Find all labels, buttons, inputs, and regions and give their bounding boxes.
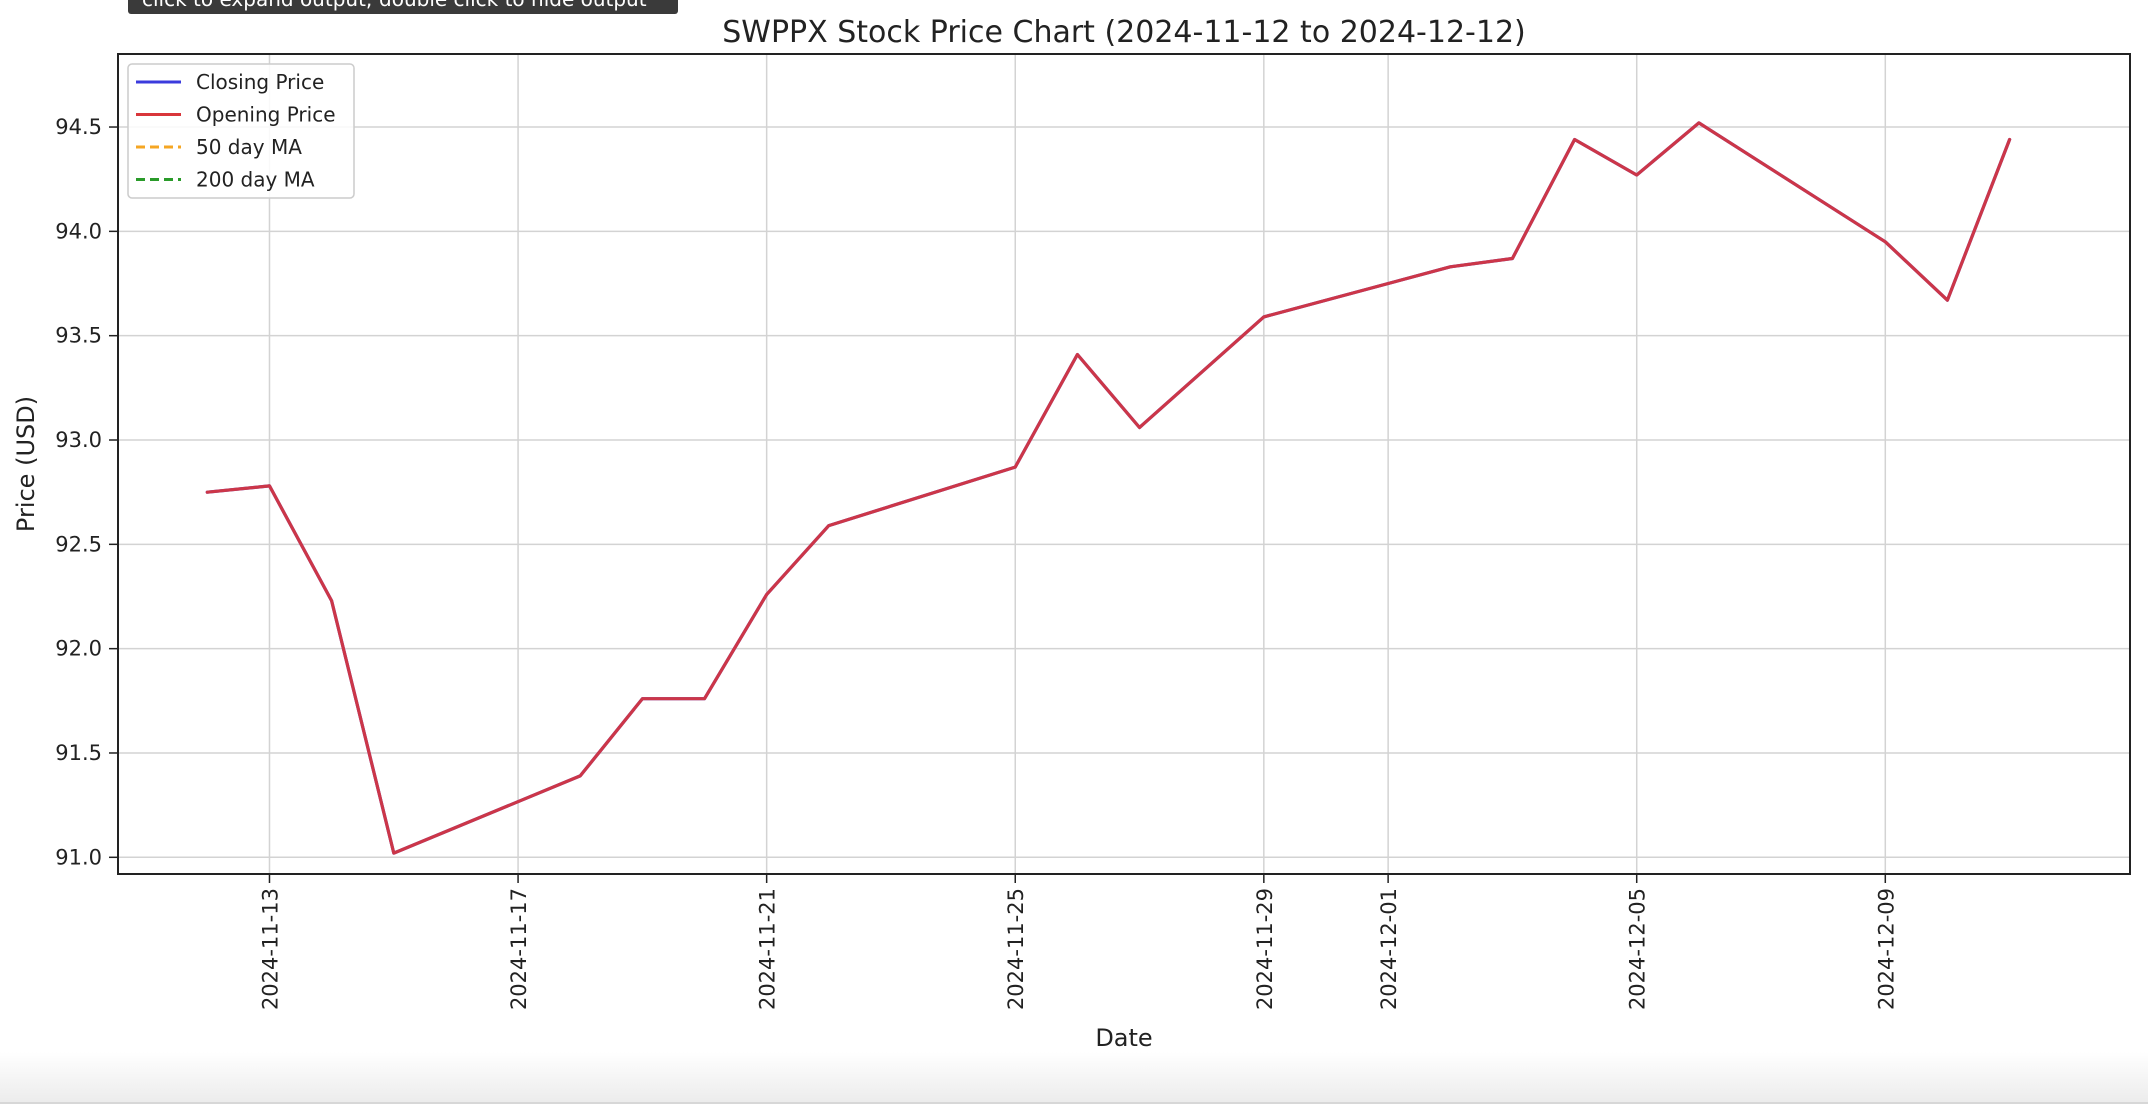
y-tick-label: 91.5 <box>55 741 102 765</box>
grid-lines <box>118 54 2130 874</box>
x-tick-label: 2024-11-29 <box>1253 888 1277 1010</box>
x-tick-label: 2024-12-09 <box>1874 888 1898 1010</box>
output-footer-band <box>0 1052 2148 1104</box>
y-tick-label: 93.5 <box>55 324 102 348</box>
x-tick-label: 2024-12-01 <box>1377 888 1401 1010</box>
x-tick-label: 2024-11-25 <box>1004 888 1028 1010</box>
x-axis-ticks: 2024-11-13 2024-11-17 2024-11-21 2024-11-25… <box>258 874 1898 1010</box>
output-tooltip: click to expand output; double click to … <box>128 0 678 14</box>
legend-label: Closing Price <box>196 70 324 94</box>
legend-label: 200 day MA <box>196 168 315 192</box>
series-line-closing-price <box>205 121 2012 855</box>
x-axis-label: Date <box>1095 1024 1152 1052</box>
x-tick-label: 2024-12-05 <box>1626 888 1650 1010</box>
x-tick-label: 2024-11-17 <box>507 888 531 1010</box>
y-axis-label: Price (USD) <box>12 396 40 532</box>
series-line-opening-price <box>205 121 2012 855</box>
legend: Closing Price Opening Price 50 day MA 200 d… <box>127 63 355 199</box>
y-tick-label: 92.0 <box>55 637 102 661</box>
y-tick-label: 93.0 <box>55 428 102 452</box>
x-tick-label: 2024-11-21 <box>756 888 780 1010</box>
series-layer <box>205 121 2012 855</box>
y-tick-label: 94.5 <box>55 115 102 139</box>
legend-label: 50 day MA <box>196 135 302 159</box>
y-tick-label: 92.5 <box>55 532 102 556</box>
y-axis-ticks: 91.0 91.5 92.0 92.5 93.0 93.5 94.0 94.5 <box>55 115 118 869</box>
y-tick-label: 94.0 <box>55 219 102 243</box>
plot-frame <box>117 53 2131 875</box>
legend-box <box>127 63 355 199</box>
y-tick-label: 91.0 <box>55 845 102 869</box>
chart-title: SWPPX Stock Price Chart (2024-11-12 to 2… <box>722 15 1526 50</box>
legend-label: Opening Price <box>196 103 336 127</box>
x-tick-label: 2024-11-13 <box>258 888 282 1010</box>
